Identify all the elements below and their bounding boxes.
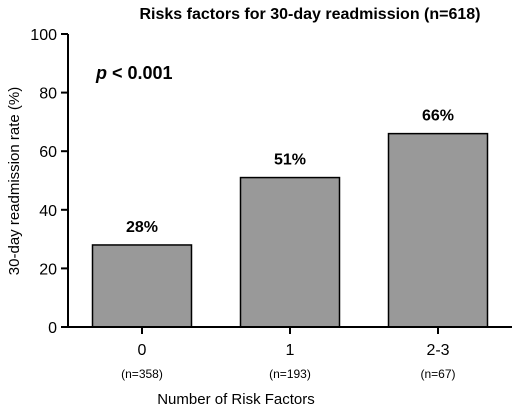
x-tick-labels: 0 (n=358) 1 (n=193) 2-3 (n=67) [121,342,455,381]
bars-group: 28% 51% 66% [91,108,489,328]
y-tick-label: 100 [30,27,57,44]
p-value-annotation: p < 0.001 [95,63,173,83]
x-tick-sublabel-0: (n=358) [121,367,163,381]
bar-1 [239,176,341,328]
y-tick-label: 20 [39,261,57,278]
x-tick-label-1: 1 [286,342,295,359]
p-value-symbol: p [95,63,107,83]
y-tick-label: 40 [39,203,57,220]
data-label-2-3: 66% [422,108,454,125]
y-tick-label: 80 [39,86,57,103]
data-label-1: 51% [274,152,306,169]
y-tick-labels: 0 20 40 60 80 100 [30,27,57,337]
chart-title: Risks factors for 30-day readmission (n=… [139,6,480,23]
x-tick-sublabel-1: (n=193) [269,367,311,381]
y-axis-label: 30-day readmission rate (%) [6,87,23,275]
y-tick-label: 60 [39,144,57,161]
x-tick-sublabel-2-3: (n=67) [420,367,455,381]
data-label-0: 28% [126,219,158,236]
x-axis-label: Number of Risk Factors [157,391,315,408]
x-tick-label-2-3: 2-3 [426,342,449,359]
y-tick-label: 0 [48,320,57,337]
bar-2-3 [387,132,489,328]
bar-0 [91,244,193,328]
x-tick-label-0: 0 [138,342,147,359]
p-value-text: < 0.001 [107,63,173,83]
